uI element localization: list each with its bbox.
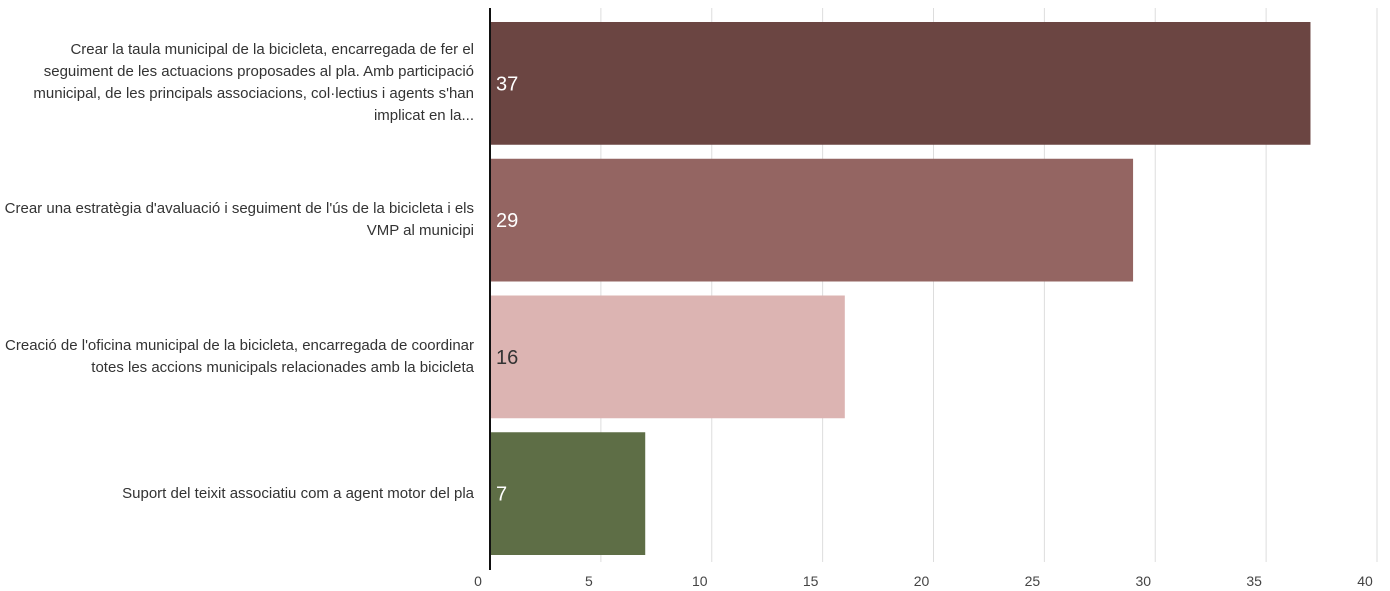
value-label: 16 — [496, 347, 518, 369]
x-tick-label: 0 — [474, 573, 482, 589]
category-label: Creació de l'oficina municipal de la bic… — [5, 336, 474, 376]
value-label: 29 — [496, 210, 518, 232]
bar — [490, 22, 1311, 145]
x-tick-label: 25 — [1025, 573, 1041, 589]
bar — [490, 432, 646, 555]
value-label: 37 — [496, 73, 518, 95]
value-label: 7 — [496, 484, 507, 506]
x-tick-label: 40 — [1357, 573, 1373, 589]
x-tick-label: 5 — [585, 573, 593, 589]
x-tick-label: 30 — [1135, 573, 1151, 589]
x-tick-label: 15 — [803, 573, 819, 589]
category-label: Suport del teixit associatiu com a agent… — [122, 484, 474, 502]
bar — [490, 158, 1134, 282]
category-label: Crear la taula municipal de la bicicleta… — [33, 41, 474, 125]
x-tick-label: 20 — [914, 573, 930, 589]
x-tick-label: 10 — [692, 573, 708, 589]
category-label: Crear una estratègia d'avaluació i segui… — [4, 200, 474, 240]
bar — [490, 295, 845, 419]
x-tick-label: 35 — [1246, 573, 1262, 589]
